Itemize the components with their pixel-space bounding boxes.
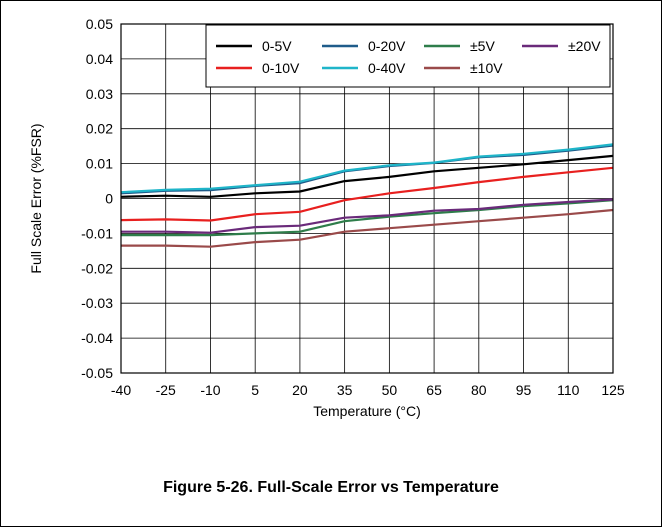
x-tick-label: 80 [471,382,487,398]
y-tick-label: -0.03 [81,295,113,311]
legend: 0-5V 0-20V ±5V ±20V 0-10V 0-40V ±10V [205,24,611,88]
y-axis-label: Full Scale Error (%FSR) [28,123,44,273]
series-line [120,154,614,198]
x-tick-label: -10 [200,382,220,398]
series-lines [120,143,614,248]
y-tick-label: 0.05 [86,16,113,32]
legend-label: 0-10V [262,60,300,76]
y-tick-label: -0.01 [81,225,113,241]
y-tick-label: 0.03 [86,86,113,102]
plot-border [120,23,614,374]
x-axis-ticks: -40 -25 -10 5 20 35 50 65 80 95 110 125 [111,382,625,398]
x-tick-label: -25 [156,382,176,398]
x-tick-label: 20 [292,382,308,398]
legend-label: 0-20V [368,38,406,54]
legend-label: ±20V [568,38,601,54]
y-tick-label: 0 [105,191,113,207]
x-tick-label: 110 [557,382,580,398]
series-line [120,166,614,222]
x-axis-label: Temperature (°C) [313,403,421,419]
x-tick-label: 5 [251,382,259,398]
y-tick-label: 0.04 [86,51,113,67]
y-tick-label: -0.05 [81,365,113,381]
x-tick-label: 35 [337,382,353,398]
legend-box [205,24,611,88]
y-axis-ticks: 0.05 0.04 0.03 0.02 0.01 0 -0.01 -0.02 -0.03 -0.0… [81,16,113,381]
y-tick-label: -0.02 [81,260,113,276]
series-line [121,198,614,234]
series-line [121,199,614,237]
x-tick-label: 65 [426,382,442,398]
series-line [121,208,614,248]
legend-label: 0-5V [262,38,292,54]
y-tick-label: 0.01 [86,156,113,172]
x-tick-label: -40 [111,382,131,398]
y-tick-label: 0.02 [86,121,113,137]
y-tick-label: -0.04 [81,330,113,346]
x-tick-label: 95 [516,382,532,398]
figure-caption: Figure 5-26. Full-Scale Error vs Tempera… [163,479,499,496]
legend-label: 0-40V [368,60,406,76]
x-tick-label: 50 [382,382,398,398]
series-line [120,143,614,194]
x-tick-label: 125 [601,382,625,398]
legend-label: ±10V [470,60,503,76]
legend-label: ±5V [470,38,495,54]
